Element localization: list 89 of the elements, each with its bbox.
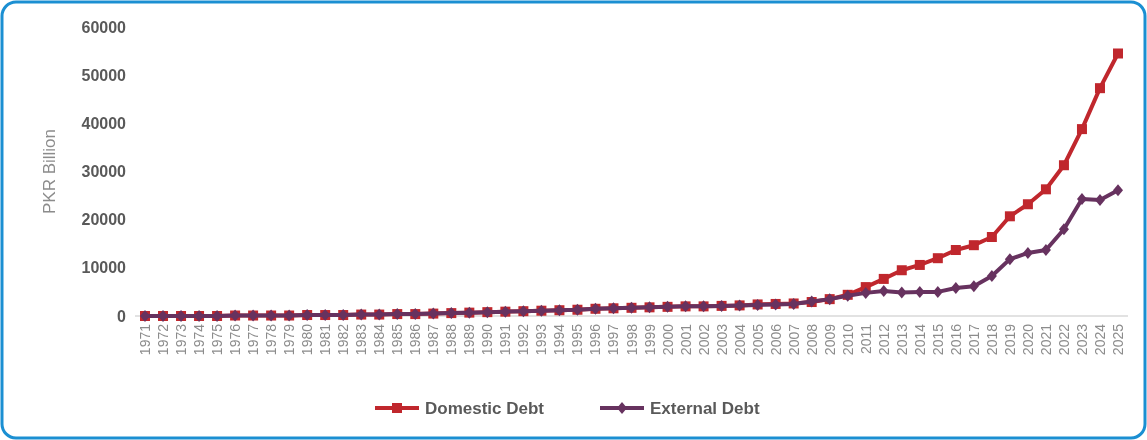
y-tick-label: 20000: [81, 211, 127, 229]
point: [1022, 246, 1033, 259]
x-tick-label: 1978: [263, 323, 280, 356]
x-tick-label: 1985: [389, 323, 406, 356]
point: [1004, 211, 1015, 222]
point: [932, 253, 943, 264]
y-tick-label: 50000: [81, 66, 127, 84]
x-tick-label: 1984: [371, 323, 388, 356]
x-tick-label: 1980: [299, 323, 316, 356]
x-tick-label: 2022: [1055, 323, 1072, 356]
point: [1022, 199, 1033, 210]
x-tick-label: 2001: [677, 323, 694, 356]
point: [986, 232, 997, 243]
point: [1076, 124, 1087, 135]
x-tick-label: 1983: [353, 323, 370, 356]
point: [950, 245, 961, 256]
x-tick-label: 2020: [1019, 323, 1036, 356]
x-tick-label: 2007: [785, 323, 802, 356]
x-tick-label: 1974: [191, 323, 208, 356]
x-tick-label: 2019: [1001, 323, 1018, 356]
legend-label: Domestic Debt: [425, 398, 545, 418]
y-tick-label: 0: [117, 307, 127, 325]
x-tick-label: 2009: [821, 323, 838, 356]
x-tick-label: 2006: [767, 323, 784, 356]
x-tick-label: 2003: [713, 323, 730, 356]
y-tick-label: 60000: [81, 18, 127, 36]
x-tick-label: 2024: [1091, 323, 1108, 356]
x-tick-label: 2021: [1037, 323, 1054, 356]
x-tick-label: 1990: [479, 323, 496, 356]
point: [878, 273, 889, 284]
x-tick-label: 2025: [1110, 323, 1126, 356]
point: [1040, 184, 1051, 195]
point: [1058, 223, 1069, 236]
y-tick-label: 30000: [81, 163, 127, 181]
x-tick-label: 2013: [893, 323, 910, 356]
x-tick-label: 1981: [317, 323, 334, 356]
x-tick-label: 2016: [947, 323, 964, 356]
x-tick-label: 1973: [173, 323, 190, 356]
x-tick-label: 1989: [461, 323, 478, 356]
point: [1040, 244, 1051, 257]
legend-label: External Debt: [650, 398, 760, 418]
x-tick-label: 2012: [875, 323, 892, 356]
point: [878, 284, 889, 297]
x-tick-label: 2014: [911, 323, 928, 356]
x-tick-label: 2005: [749, 323, 766, 356]
x-tick-label: 1996: [587, 323, 604, 356]
x-tick-label: 2011: [857, 323, 874, 355]
x-tick-label: 1976: [227, 323, 244, 356]
x-tick-label: 2018: [983, 323, 1000, 356]
x-tick-label: 2008: [803, 323, 820, 356]
x-tick-label: 1995: [569, 323, 586, 356]
point: [1094, 83, 1105, 94]
x-tick-label: 1972: [155, 323, 172, 356]
x-tick-label: 2010: [839, 323, 856, 356]
x-tick-label: 1975: [209, 323, 226, 356]
point: [860, 286, 871, 299]
x-tick-label: 2015: [929, 323, 946, 356]
point: [896, 265, 907, 276]
x-tick-label: 2002: [695, 323, 712, 356]
x-tick-label: 1994: [551, 323, 568, 356]
x-tick-label: 1993: [533, 323, 550, 356]
x-tick-label: 1982: [335, 323, 352, 356]
point: [914, 259, 925, 270]
x-tick-label: 1991: [497, 323, 514, 356]
point: [1113, 184, 1123, 197]
x-tick-label: 1999: [641, 323, 658, 356]
x-tick-label: 1979: [281, 323, 298, 356]
y-tick-label: 10000: [81, 259, 127, 277]
point: [1076, 192, 1087, 205]
x-tick-label: 1977: [245, 323, 262, 356]
point: [950, 282, 961, 295]
point: [986, 270, 997, 283]
point: [1113, 48, 1123, 59]
point: [1058, 160, 1069, 171]
x-tick-label: 1971: [137, 323, 153, 356]
x-tick-label: 1987: [425, 323, 442, 356]
x-tick-label: 2004: [731, 323, 748, 356]
x-tick-label: 1992: [515, 323, 532, 356]
x-tick-label: 2017: [965, 323, 982, 356]
x-tick-label: 1998: [623, 323, 640, 356]
y-tick-label: 40000: [81, 114, 127, 132]
x-tick-label: 2000: [659, 323, 676, 356]
x-tick-label: 1997: [605, 323, 622, 356]
x-tick-label: 2023: [1073, 323, 1090, 356]
x-tick-label: 1986: [407, 323, 424, 356]
point: [1004, 253, 1015, 266]
y-axis-title: PKR Billion: [40, 128, 59, 215]
point: [968, 240, 979, 251]
x-tick-label: 1988: [443, 323, 460, 356]
